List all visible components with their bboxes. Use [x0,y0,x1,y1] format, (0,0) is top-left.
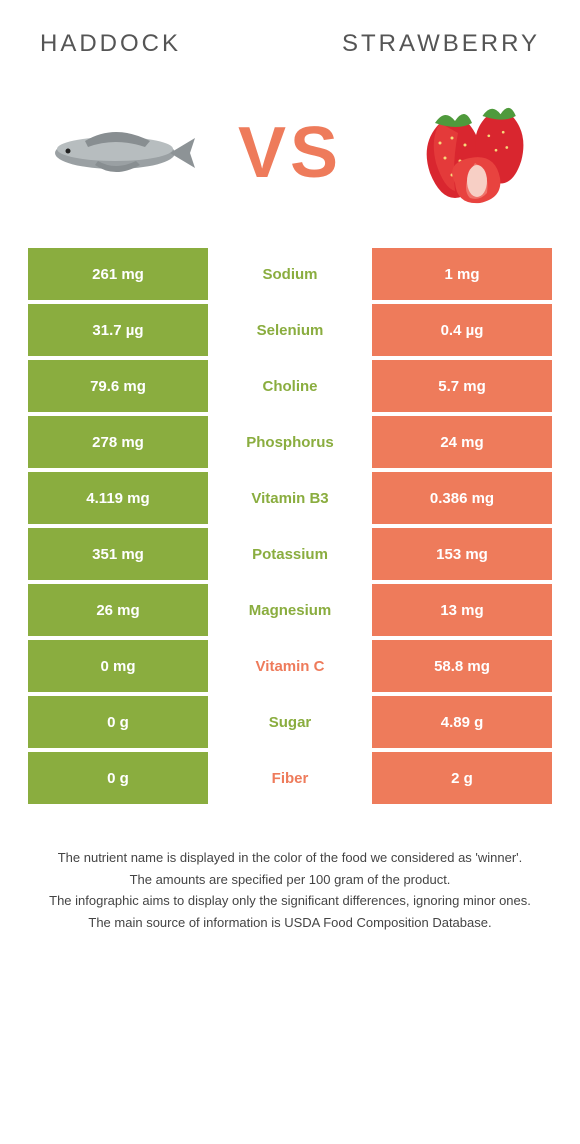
table-row: 26 mgMagnesium13 mg [28,584,552,636]
nutrient-label: Potassium [208,528,372,580]
footer-line-3: The infographic aims to display only the… [30,891,550,911]
right-value-cell: 0.386 mg [372,472,552,524]
table-row: 278 mgPhosphorus24 mg [28,416,552,468]
table-row: 0 mgVitamin C58.8 mg [28,640,552,692]
right-value-cell: 5.7 mg [372,360,552,412]
strawberry-image [380,93,540,213]
table-row: 0 gSugar4.89 g [28,696,552,748]
haddock-image [40,93,200,213]
table-row: 0 gFiber2 g [28,752,552,804]
right-value-cell: 0.4 µg [372,304,552,356]
nutrient-label: Sodium [208,248,372,300]
right-value-cell: 13 mg [372,584,552,636]
left-value-cell: 79.6 mg [28,360,208,412]
right-value-cell: 2 g [372,752,552,804]
table-row: 31.7 µgSelenium0.4 µg [28,304,552,356]
nutrient-table: 261 mgSodium1 mg31.7 µgSelenium0.4 µg79.… [0,248,580,804]
right-value-cell: 24 mg [372,416,552,468]
left-value-cell: 351 mg [28,528,208,580]
left-food-title: HADDOCK [40,30,181,58]
left-value-cell: 4.119 mg [28,472,208,524]
table-row: 261 mgSodium1 mg [28,248,552,300]
left-value-cell: 31.7 µg [28,304,208,356]
table-row: 79.6 mgCholine5.7 mg [28,360,552,412]
footer-line-1: The nutrient name is displayed in the co… [30,848,550,868]
right-value-cell: 1 mg [372,248,552,300]
left-value-cell: 0 g [28,752,208,804]
right-food-title: STRAWBERRY [342,30,540,58]
nutrient-label: Fiber [208,752,372,804]
table-row: 4.119 mgVitamin B30.386 mg [28,472,552,524]
right-value-cell: 58.8 mg [372,640,552,692]
nutrient-label: Selenium [208,304,372,356]
nutrient-label: Choline [208,360,372,412]
hero-row: VS [0,68,580,248]
title-bar: HADDOCK STRAWBERRY [0,0,580,68]
nutrient-label: Magnesium [208,584,372,636]
left-value-cell: 0 g [28,696,208,748]
footer-notes: The nutrient name is displayed in the co… [0,808,580,954]
left-value-cell: 261 mg [28,248,208,300]
left-value-cell: 26 mg [28,584,208,636]
nutrient-label: Vitamin B3 [208,472,372,524]
left-value-cell: 278 mg [28,416,208,468]
left-value-cell: 0 mg [28,640,208,692]
table-row: 351 mgPotassium153 mg [28,528,552,580]
footer-line-4: The main source of information is USDA F… [30,913,550,933]
right-value-cell: 4.89 g [372,696,552,748]
right-value-cell: 153 mg [372,528,552,580]
footer-line-2: The amounts are specified per 100 gram o… [30,870,550,890]
vs-label: VS [238,112,342,194]
nutrient-label: Sugar [208,696,372,748]
nutrient-label: Phosphorus [208,416,372,468]
nutrient-label: Vitamin C [208,640,372,692]
